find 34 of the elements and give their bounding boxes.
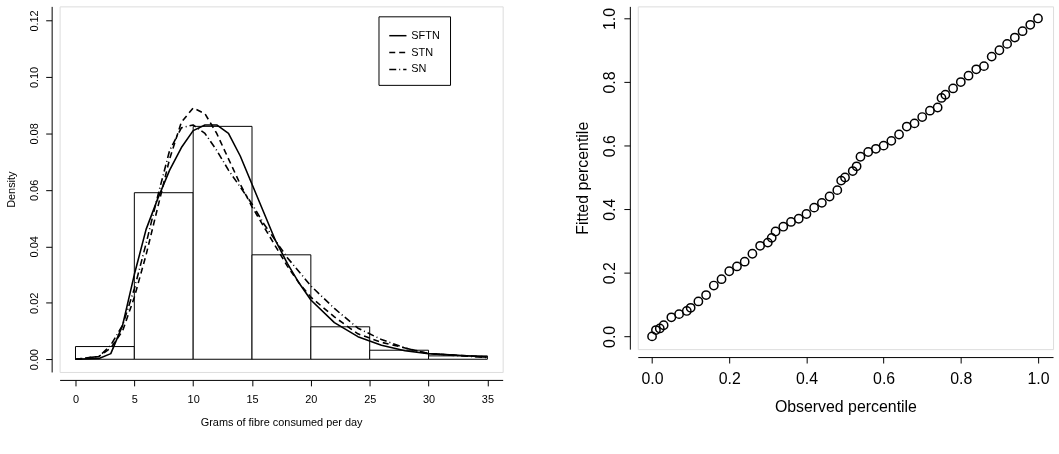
x-tick-label: 5 [131,393,138,406]
x-axis-title: Observed percentile [774,398,918,416]
y-tick-label: 0.8 [601,71,619,94]
y-tick-label: 0.4 [601,198,619,221]
x-tick-label: 0 [72,393,80,406]
x-tick-label: 1.0 [1027,370,1050,388]
x-tick-label: 25 [364,393,377,406]
legend-label: SN [411,62,427,75]
y-tick-label: 0.08 [28,123,41,145]
y-tick-label: 0.2 [601,262,619,285]
x-tick-label: 20 [305,393,318,406]
x-tick-label: 15 [246,393,259,406]
x-axis-title: Grams of fibre consumed per day [200,416,364,429]
x-tick-label: 0.8 [950,370,973,388]
y-axis-title: Fitted percentile [573,121,591,235]
y-tick-label: 0.10 [28,66,41,89]
legend-label: SFTN [411,28,440,41]
y-tick-label: 0.00 [28,349,41,371]
x-tick-label: 0.6 [873,370,896,388]
y-tick-label: 0.02 [28,292,41,314]
x-tick-label: 0.0 [641,370,664,388]
x-tick-label: 10 [187,393,200,406]
y-tick-label: 0.12 [28,10,41,32]
x-tick-label: 0.4 [795,370,819,388]
x-tick-label: 0.2 [718,370,741,388]
y-tick-label: 0.0 [601,325,619,348]
y-axis-title: Density [5,170,18,208]
y-tick-label: 0.04 [28,236,41,258]
x-tick-label: 35 [481,393,494,406]
y-tick-label: 0.6 [601,134,619,158]
y-tick-label: 0.06 [28,179,41,201]
x-tick-label: 30 [422,393,436,406]
y-tick-label: 1.0 [601,7,619,30]
legend-label: STN [411,45,434,58]
